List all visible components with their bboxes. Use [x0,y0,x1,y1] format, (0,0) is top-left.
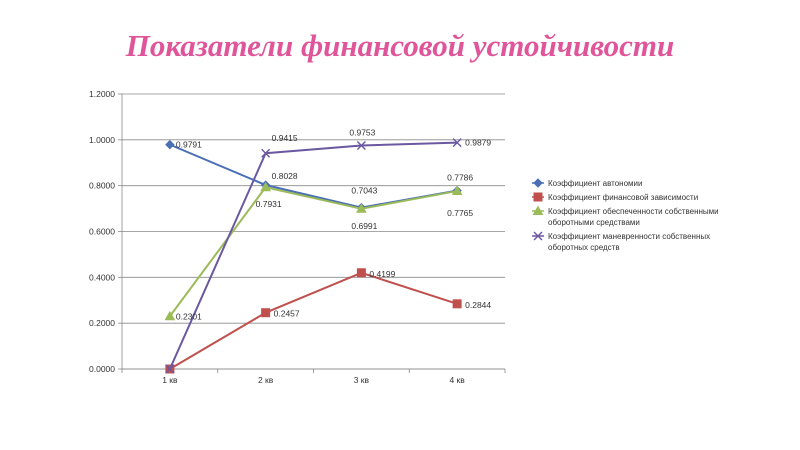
series-layer [164,138,463,374]
data-point-stroke [261,148,271,158]
y-tick-label: 0.8000 [89,181,115,191]
data-label: 0.9415 [272,133,298,143]
data-point-stroke [356,140,366,150]
y-tick-label: 0.4000 [89,272,115,282]
legend-marker [533,192,543,202]
data-point-stroke [165,364,175,374]
y-tick-label: 0.0000 [89,364,115,374]
legend-marker [532,205,544,215]
series-line [168,141,458,370]
data-point [451,185,463,196]
data-point [260,181,271,192]
data-point [261,308,271,318]
legend: Коэффициент автономии Коэффициент финансо… [532,178,719,252]
data-point [164,310,176,321]
legend-entry: Коэффициент маневренности собственных обо… [548,232,710,252]
data-label: 0.9879 [465,138,491,148]
data-point [356,140,366,150]
x-tick-label: 1 кв [162,375,178,385]
data-point-stroke [533,231,543,241]
x-tick-label: 4 кв [449,375,465,385]
data-label: 0.9753 [349,127,375,137]
legend-marker [533,231,543,241]
y-tick-label: 1.0000 [89,135,115,145]
data-label: 0.6991 [351,221,377,231]
data-label: 0.7931 [256,199,282,209]
x-tick-label: 3 кв [354,375,370,385]
data-label: 0.7043 [351,186,377,196]
series-line [169,271,458,370]
data-point [452,138,462,148]
legend-entry: Коэффициент обеспеченности собственными о… [548,207,719,227]
y-tick-label: 1.2000 [89,89,115,99]
data-label: 0.8028 [272,171,298,181]
data-label: 0.9791 [176,140,202,150]
y-tick-label: 0.2000 [89,318,115,328]
slide-title: Показатели финансовой устойчивости [125,28,675,63]
data-point [165,364,175,374]
data-point [165,139,175,150]
axis-layer: 0.0000 0.2000 0.4000 0.6000 0.8000 1.0000 1.20… [89,89,506,385]
data-point-stroke [452,138,462,148]
data-label: 0.2844 [465,300,491,310]
data-label-layer: 0.9791 0.8028 0.7043 0.7786 0.2457 0.4199 0.28… [176,127,492,321]
data-label: 0.4199 [369,269,395,279]
data-label: 0.7786 [447,173,473,183]
data-label: 0.2301 [176,311,202,321]
series-line [169,186,458,317]
data-point [356,268,366,278]
data-point [452,299,462,309]
legend-entry: Коэффициент финансовой зависимости [548,193,698,202]
y-tick-label: 0.6000 [89,227,115,237]
legend-entry: Коэффициент автономии [548,179,642,188]
legend-marker [533,178,543,188]
data-label: 0.7765 [447,208,473,218]
data-point [261,148,271,158]
x-tick-label: 2 кв [258,375,274,385]
data-label: 0.2457 [274,309,300,319]
data-point [356,203,367,213]
grid-layer [122,93,505,370]
